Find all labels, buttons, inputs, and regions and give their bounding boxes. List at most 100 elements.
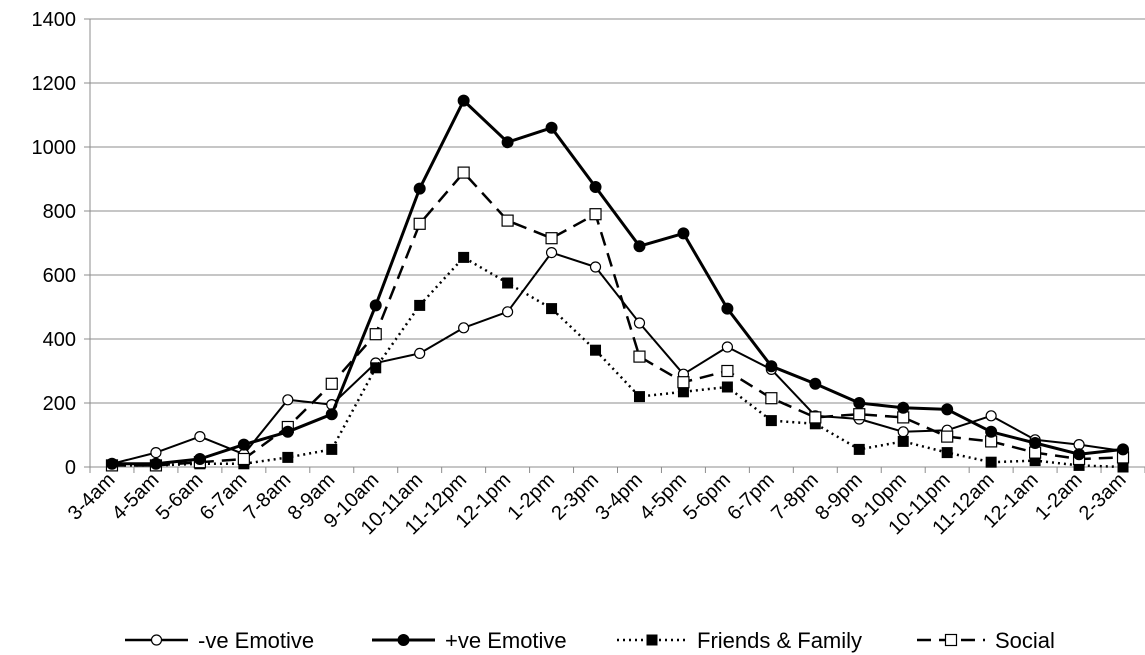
data-point (809, 411, 822, 424)
data-point (721, 364, 734, 378)
legend-item: +ve Emotive (372, 628, 567, 653)
data-point (853, 408, 866, 421)
legend-swatch-marker (646, 634, 658, 646)
x-tick-label: 7-8am (240, 469, 296, 525)
legend-label: -ve Emotive (198, 628, 314, 653)
data-point (326, 443, 338, 455)
x-tick-label: 6-7pm (723, 469, 779, 525)
data-point (589, 181, 602, 193)
data-point (765, 415, 777, 427)
data-point (413, 217, 426, 230)
data-point (941, 447, 953, 459)
data-point (105, 457, 118, 470)
legend-item: -ve Emotive (125, 628, 314, 653)
x-tick-label: 5-6pm (679, 469, 735, 525)
data-point (985, 425, 998, 438)
data-point (765, 392, 778, 405)
legend-label: +ve Emotive (445, 628, 567, 653)
y-tick-label: 1000 (32, 137, 77, 159)
legend-item: Friends & Family (617, 628, 862, 653)
data-point (237, 438, 250, 451)
data-point (1029, 437, 1042, 449)
y-tick-label: 600 (43, 265, 76, 287)
series-line (111, 256, 1124, 469)
data-point (677, 227, 690, 240)
x-tick-label: 4-5am (108, 469, 164, 525)
x-tick-label: 1-2pm (503, 469, 559, 525)
data-point (1117, 443, 1130, 456)
legend-swatch-marker (150, 634, 163, 646)
data-point (370, 362, 382, 374)
data-point (282, 394, 294, 406)
data-point (1117, 461, 1129, 473)
data-point (853, 443, 865, 455)
x-axis-ticks: 3-4am4-5am5-6am6-7am7-8am8-9am9-10am10-1… (64, 467, 1145, 539)
data-point (501, 214, 514, 227)
y-tick-label: 200 (43, 393, 76, 415)
data-point (502, 277, 514, 289)
legend-swatch-marker (397, 634, 410, 646)
x-tick-label: 7-8pm (767, 469, 823, 525)
data-point (149, 457, 162, 470)
data-point (941, 403, 954, 416)
data-point (809, 377, 822, 390)
data-point (633, 240, 646, 253)
data-point (941, 430, 954, 443)
data-point (150, 447, 162, 459)
data-point (545, 232, 558, 245)
data-point (897, 426, 909, 438)
data-point (325, 408, 338, 421)
data-point (765, 360, 778, 373)
data-point (457, 94, 470, 107)
data-point (897, 401, 910, 414)
x-tick-label: 5-6am (152, 469, 208, 525)
y-tick-label: 1400 (32, 9, 77, 31)
data-point (193, 453, 206, 465)
data-point (502, 306, 514, 318)
data-point (369, 299, 382, 312)
y-tick-label: 400 (43, 329, 76, 351)
data-point (633, 391, 645, 403)
data-point (281, 425, 294, 438)
data-point (458, 322, 470, 334)
legend-swatch-marker (944, 633, 958, 647)
data-point (633, 350, 646, 363)
data-point (721, 341, 733, 353)
series-ve-emotive (106, 247, 1129, 470)
y-tick-label: 800 (43, 201, 76, 223)
data-point (237, 452, 250, 466)
series-ve-emotive (105, 94, 1130, 470)
data-point (633, 317, 646, 329)
data-point (985, 410, 997, 422)
x-tick-label: 6-7am (196, 469, 252, 525)
series-line (111, 251, 1124, 465)
data-point (853, 397, 866, 409)
data-point (282, 451, 294, 463)
legend-label: Social (995, 628, 1055, 653)
series-line (111, 99, 1124, 466)
data-point (590, 344, 602, 356)
gridlines (90, 18, 1145, 404)
data-point (589, 208, 602, 221)
data-point (589, 261, 602, 273)
data-point (721, 302, 734, 315)
legend-item: Social (917, 628, 1055, 653)
x-tick-label: 2-3am (1075, 469, 1131, 525)
data-point (194, 431, 206, 443)
series-line (111, 171, 1124, 467)
data-point (545, 247, 558, 259)
data-point (721, 381, 733, 393)
data-point (325, 377, 338, 390)
legend-label: Friends & Family (697, 628, 862, 653)
data-point (457, 166, 470, 179)
data-point (501, 136, 514, 149)
legend: -ve Emotive +ve Emotive Friends & Family So… (125, 628, 1055, 653)
y-tick-label: 1200 (32, 73, 77, 95)
data-point (414, 299, 426, 311)
data-point (369, 328, 382, 341)
data-point (1073, 448, 1086, 461)
data-point (413, 182, 426, 195)
x-tick-label: 1-2am (1031, 469, 1087, 525)
